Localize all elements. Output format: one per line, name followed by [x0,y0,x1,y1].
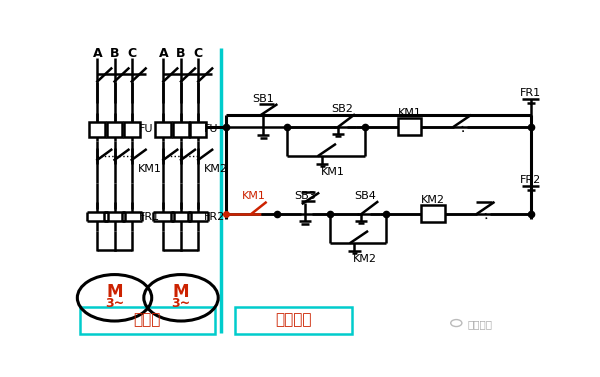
Text: KM1: KM1 [320,167,344,176]
Bar [124,122,140,137]
Text: KM2: KM2 [204,164,228,174]
Text: FR1: FR1 [139,211,160,222]
Text: SB3: SB3 [295,191,316,201]
Text: KM1: KM1 [398,107,422,118]
Text: SB4: SB4 [355,191,377,201]
Text: 主电路: 主电路 [133,313,161,328]
Bar [421,205,445,222]
Bar [155,122,171,137]
FancyBboxPatch shape [80,307,215,334]
Text: KM2: KM2 [421,195,445,205]
FancyBboxPatch shape [235,307,352,334]
Text: 3~: 3~ [172,297,191,310]
Text: B: B [176,48,186,60]
Text: KM1: KM1 [242,191,266,201]
Text: KM2: KM2 [353,254,377,264]
Text: 控制电路: 控制电路 [275,313,312,328]
Text: M: M [173,283,189,301]
Text: A: A [158,48,168,60]
Text: FU: FU [139,124,154,135]
Text: C: C [127,48,136,60]
Bar [398,118,421,135]
Text: SB2: SB2 [331,104,353,114]
Text: A: A [92,48,102,60]
Text: B: B [110,48,119,60]
Bar [190,122,206,137]
Text: FR2: FR2 [204,211,226,222]
Text: 3~: 3~ [105,297,124,310]
Bar [89,122,105,137]
Text: M: M [106,283,123,301]
Text: FR1: FR1 [520,88,541,98]
Text: C: C [194,48,203,60]
Bar [173,122,189,137]
Text: FU: FU [204,124,219,135]
Text: KM1: KM1 [138,164,161,174]
Text: SB1: SB1 [253,94,274,104]
Bar [107,122,122,137]
Text: FR2: FR2 [520,175,541,185]
Text: 筑龙电气: 筑龙电气 [467,319,492,329]
